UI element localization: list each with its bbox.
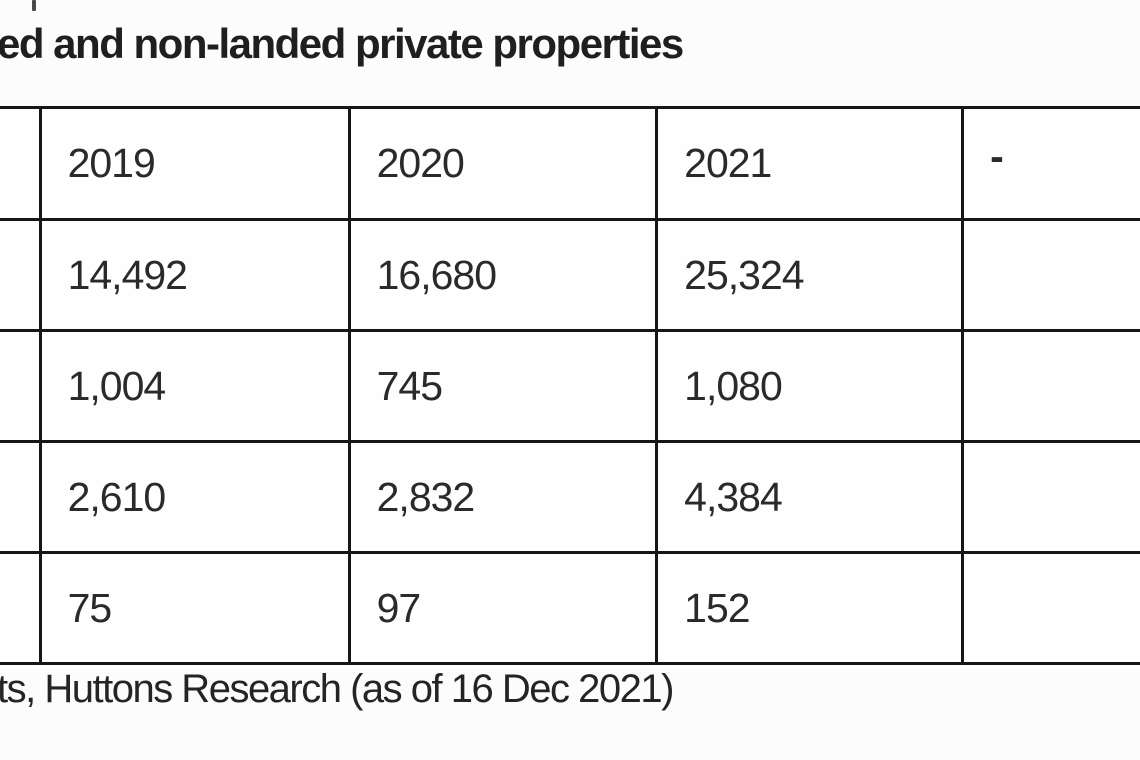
cell-2021: 4,384 — [655, 440, 965, 554]
cell-2020: 745 — [347, 329, 659, 443]
cell-2020: 2,832 — [347, 440, 659, 554]
cell-partial — [961, 440, 1140, 554]
clipped-text-remnant — [32, 0, 36, 11]
row-label-cell — [0, 218, 42, 332]
row-label-cell — [0, 329, 42, 443]
row-label-cell — [0, 440, 42, 554]
cell-2019: 2,610 — [38, 440, 351, 554]
table-row: 1,004 745 1,080 — [0, 329, 1140, 443]
cell-partial — [961, 218, 1140, 332]
cell-partial — [961, 329, 1140, 443]
source-note: ts, Huttons Research (as of 16 Dec 2021) — [0, 667, 674, 711]
clipped-header-glyph: - — [990, 133, 1004, 179]
cell-2021: 1,080 — [655, 329, 965, 443]
table-row: 14,492 16,680 25,324 — [0, 218, 1140, 332]
page-title: ed and non-landed private properties — [0, 20, 684, 67]
table-row: 2,610 2,832 4,384 — [0, 440, 1140, 554]
cell-2019: 14,492 — [38, 218, 351, 332]
row-label-cell — [0, 551, 42, 665]
cell-2019: 75 — [38, 551, 351, 665]
header-partial-next-column: - — [961, 106, 1140, 221]
cell-2020: 16,680 — [347, 218, 659, 332]
cell-2020: 97 — [347, 551, 659, 665]
property-sales-table: 2019 2020 2021 - 14,492 16,680 25,324 1,… — [0, 106, 1140, 665]
table-row: 75 97 152 — [0, 551, 1140, 665]
header-label-cell — [0, 106, 42, 221]
table-header-row: 2019 2020 2021 - — [0, 106, 1140, 221]
header-year-2019: 2019 — [38, 106, 351, 221]
cell-2019: 1,004 — [38, 329, 351, 443]
cell-2021: 25,324 — [655, 218, 965, 332]
header-year-2020: 2020 — [347, 106, 659, 221]
cell-2021: 152 — [655, 551, 965, 665]
cell-partial — [961, 551, 1140, 665]
header-year-2021: 2021 — [655, 106, 965, 221]
